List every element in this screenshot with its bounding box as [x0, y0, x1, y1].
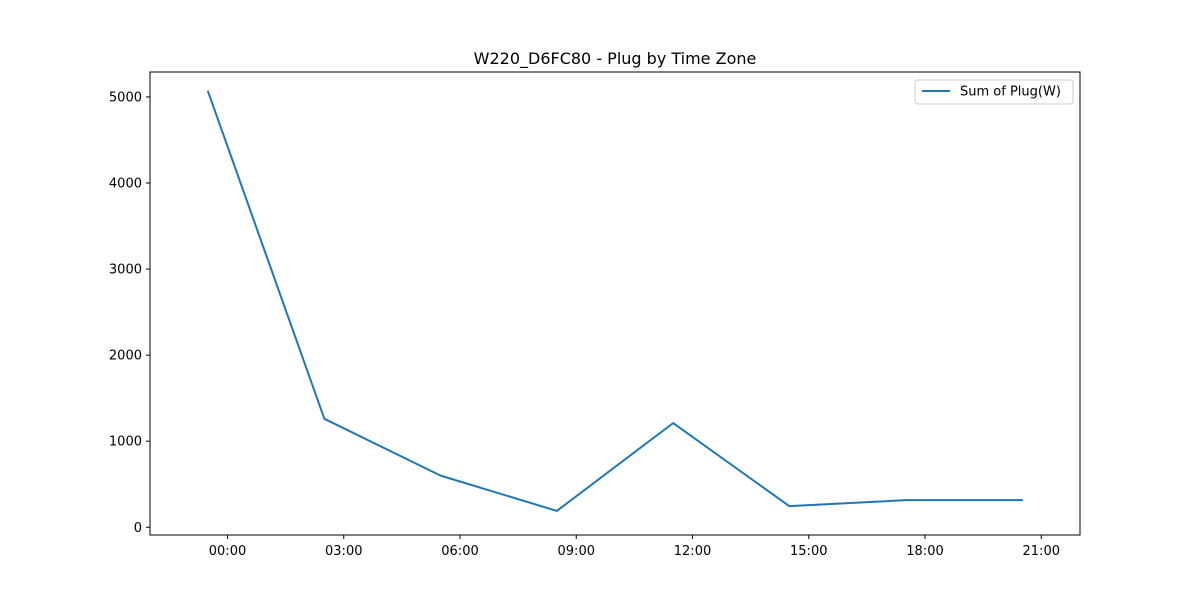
y-tick-label: 5000 [109, 90, 142, 105]
legend-box [914, 79, 1074, 105]
x-tick-label: 00:00 [209, 544, 246, 559]
y-tick-label: 2000 [109, 349, 142, 364]
x-tick-label: 03:00 [325, 544, 362, 559]
chart-title: W220_D6FC80 - Plug by Time Zone [474, 49, 757, 69]
x-tick-label: 06:00 [441, 544, 478, 559]
legend: Sum of Plug(W) [914, 79, 1074, 105]
x-tick-label: 12:00 [674, 544, 711, 559]
plot-area [206, 90, 1023, 512]
plot-frame [149, 71, 1081, 536]
x-axis: 00:00 03:00 06:00 09:00 12:00 15:00 18:00 21:00 [209, 535, 1060, 559]
x-tick-label: 09:00 [558, 544, 595, 559]
series-line [206, 90, 1023, 512]
legend-series-label: Sum of Plug(W) [960, 85, 1061, 100]
y-tick-label: 3000 [109, 263, 142, 278]
x-tick-label: 15:00 [790, 544, 827, 559]
y-tick-label: 1000 [109, 435, 142, 450]
y-tick-label: 4000 [109, 177, 142, 192]
x-tick-label: 18:00 [906, 544, 943, 559]
x-tick-label: 21:00 [1023, 544, 1060, 559]
y-tick-label: 0 [134, 521, 142, 536]
y-axis: 0 1000 2000 3000 4000 5000 [109, 90, 150, 536]
